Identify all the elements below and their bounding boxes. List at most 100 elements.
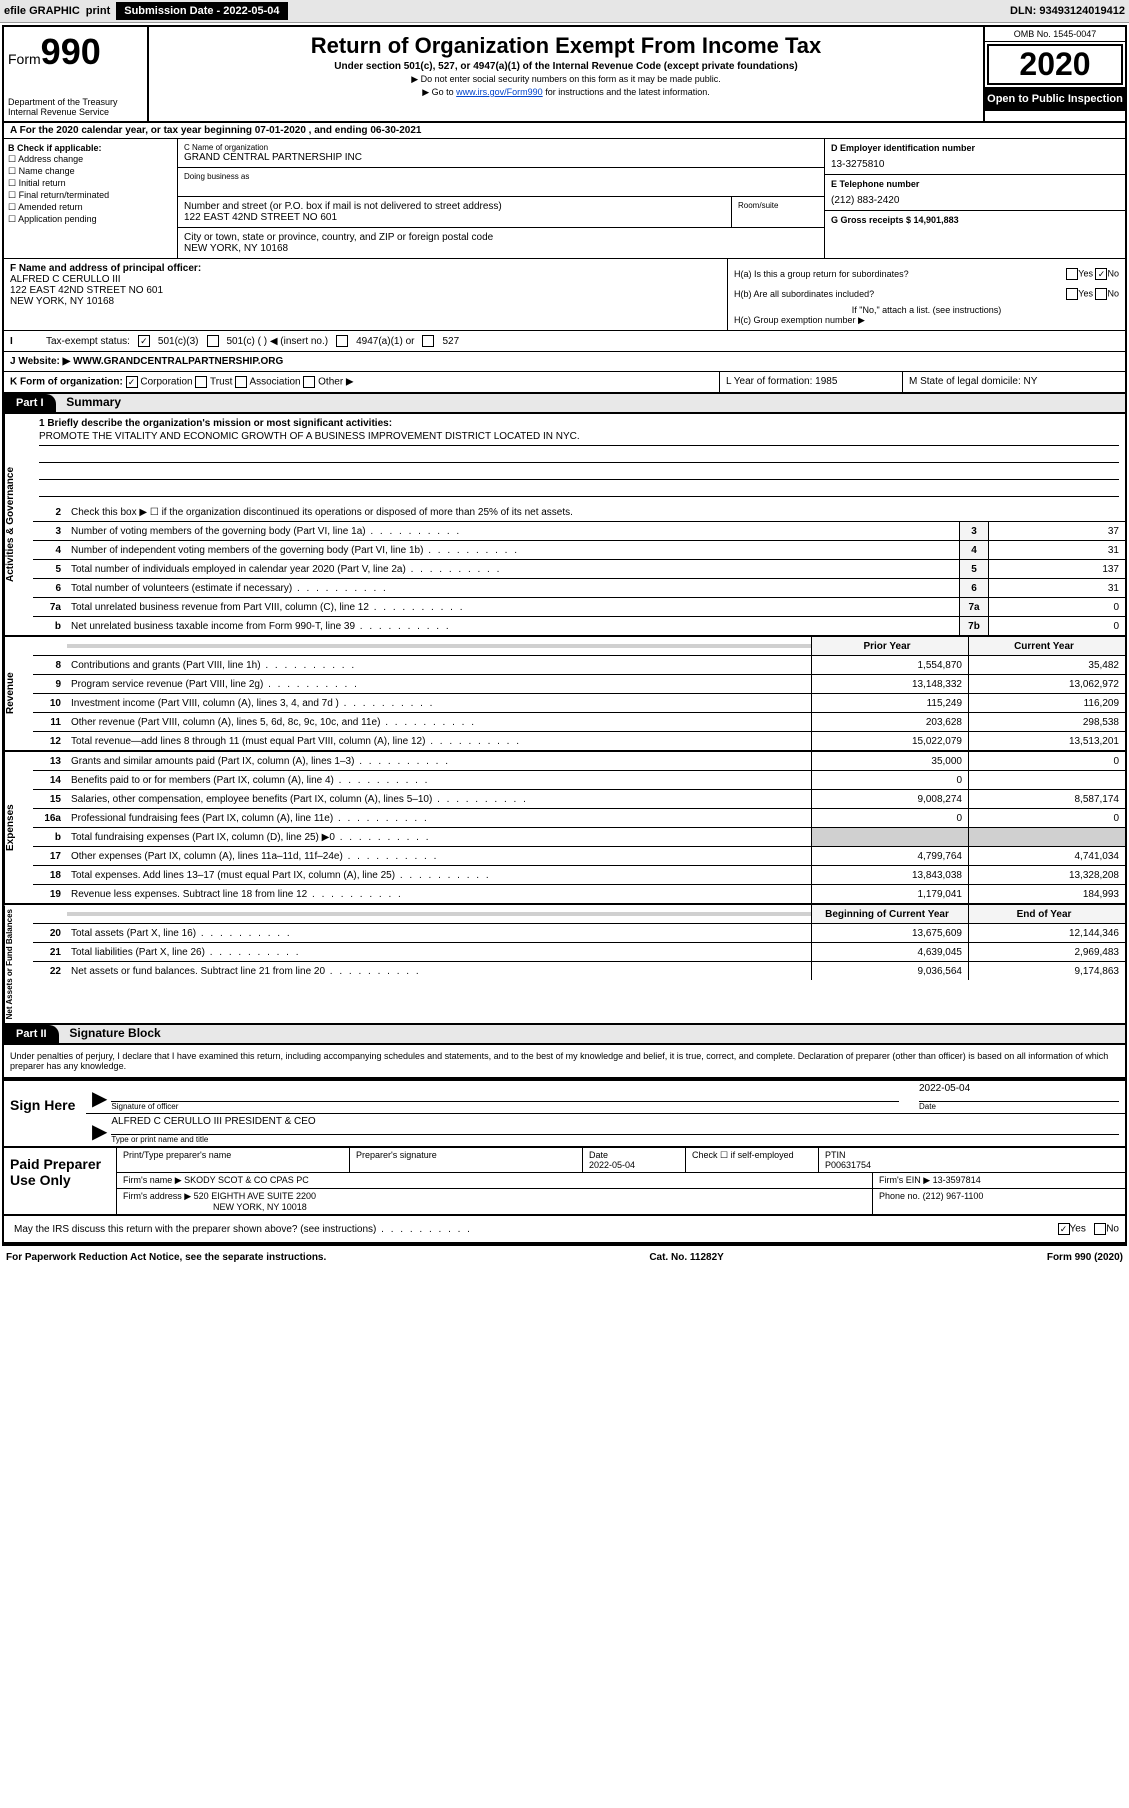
prior-20: 13,675,609 — [811, 924, 968, 942]
prep-date: 2022-05-04 — [589, 1160, 635, 1170]
phone: (212) 883-2420 — [831, 195, 1119, 206]
prior-18: 13,843,038 — [811, 866, 968, 884]
curr-15: 8,587,174 — [968, 790, 1125, 808]
gov-val-5: 137 — [988, 560, 1125, 578]
prior-11: 203,628 — [811, 713, 968, 731]
section-h: H(a) Is this a group return for subordin… — [728, 259, 1125, 330]
chk-corp[interactable]: ✓ — [126, 376, 138, 388]
line-8: Contributions and grants (Part VIII, lin… — [67, 658, 811, 673]
section-f: F Name and address of principal officer:… — [4, 259, 728, 330]
chk-assoc[interactable] — [235, 376, 247, 388]
prep-name-header: Print/Type preparer's name — [117, 1148, 350, 1172]
hb-note: If "No," attach a list. (see instruction… — [734, 305, 1119, 315]
officer-addr2: NEW YORK, NY 10168 — [10, 296, 721, 307]
year-formation: L Year of formation: 1985 — [720, 372, 903, 392]
chk-527[interactable] — [422, 335, 434, 347]
firm-name: SKODY SCOT & CO CPAS PC — [184, 1175, 309, 1185]
cb-name-change[interactable]: ☐ Name change — [8, 166, 173, 177]
ha-no[interactable]: ✓ — [1095, 268, 1107, 280]
line-14: Benefits paid to or for members (Part IX… — [67, 773, 811, 788]
section-d-e-g: D Employer identification number 13-3275… — [824, 139, 1125, 258]
year-box: OMB No. 1545-0047 2020 Open to Public In… — [983, 27, 1125, 121]
irs-link[interactable]: www.irs.gov/Form990 — [456, 87, 543, 97]
ptin: P00631754 — [825, 1160, 871, 1170]
chk-trust[interactable] — [195, 376, 207, 388]
vlabel-revenue: Revenue — [4, 637, 33, 750]
prior- b — [811, 828, 968, 846]
line-19: Revenue less expenses. Subtract line 18 … — [67, 887, 811, 902]
self-employed-check[interactable]: Check ☐ if self-employed — [686, 1148, 819, 1172]
city-state-zip: NEW YORK, NY 10168 — [184, 243, 818, 254]
row-k: K Form of organization: ✓ Corporation Tr… — [4, 372, 1125, 394]
line-2: Check this box ▶ ☐ if the organization d… — [67, 505, 1125, 520]
cb-amended[interactable]: ☐ Amended return — [8, 202, 173, 213]
toolbar: efile GRAPHIC print Submission Date - 20… — [0, 0, 1129, 23]
cb-address-change[interactable]: ☐ Address change — [8, 154, 173, 165]
line-13: Grants and similar amounts paid (Part IX… — [67, 754, 811, 769]
date-label: Date — [919, 1102, 1119, 1111]
prior-21: 4,639,045 — [811, 943, 968, 961]
line- b: Total fundraising expenses (Part IX, col… — [67, 830, 811, 845]
chk-other[interactable] — [303, 376, 315, 388]
chk-501c[interactable] — [207, 335, 219, 347]
line-18: Total expenses. Add lines 13–17 (must eq… — [67, 868, 811, 883]
print-link[interactable]: print — [86, 5, 110, 17]
curr-16a: 0 — [968, 809, 1125, 827]
addr-label: Number and street (or P.O. box if mail i… — [184, 201, 725, 212]
gov-line-7a: Total unrelated business revenue from Pa… — [67, 600, 959, 615]
declaration-text: Under penalties of perjury, I declare th… — [4, 1045, 1125, 1079]
hb-yes[interactable] — [1066, 288, 1078, 300]
curr-11: 298,538 — [968, 713, 1125, 731]
discuss-question: May the IRS discuss this return with the… — [10, 1222, 979, 1237]
discuss-yes[interactable]: ✓ — [1058, 1223, 1070, 1235]
hb-no[interactable] — [1095, 288, 1107, 300]
part-2-label: Part II — [4, 1025, 59, 1043]
ha-yes[interactable] — [1066, 268, 1078, 280]
sign-date: 2022-05-04 — [919, 1083, 1119, 1102]
curr-20: 12,144,346 — [968, 924, 1125, 942]
footer-cat: Cat. No. 11282Y — [649, 1252, 723, 1263]
gov-val-4: 31 — [988, 541, 1125, 559]
efile-link[interactable]: efile GRAPHIC — [4, 5, 80, 17]
hc-label: H(c) Group exemption number ▶ — [734, 315, 1119, 326]
cb-application-pending[interactable]: ☐ Application pending — [8, 214, 173, 225]
ein: 13-3275810 — [831, 159, 1119, 170]
note-ssn: Do not enter social security numbers on … — [153, 74, 979, 85]
gov-line-6: Total number of volunteers (estimate if … — [67, 581, 959, 596]
room-suite-label: Room/suite — [732, 197, 824, 227]
gov-val-6: 31 — [988, 579, 1125, 597]
cb-final-return[interactable]: ☐ Final return/terminated — [8, 190, 173, 201]
prep-sig-header: Preparer's signature — [350, 1148, 583, 1172]
col-end-year: End of Year — [968, 905, 1125, 923]
prior-13: 35,000 — [811, 752, 968, 770]
curr-12: 13,513,201 — [968, 732, 1125, 750]
prior-15: 9,008,274 — [811, 790, 968, 808]
line-20: Total assets (Part X, line 16) — [67, 926, 811, 941]
sign-here-block: Sign Here ▶ Signature of officer 2022-05… — [4, 1079, 1125, 1148]
cb-initial-return[interactable]: ☐ Initial return — [8, 178, 173, 189]
governance-body: 1 Briefly describe the organization's mi… — [33, 414, 1125, 635]
vlabel-net-assets: Net Assets or Fund Balances — [4, 905, 33, 1023]
prior-14: 0 — [811, 771, 968, 789]
dept-treasury: Department of the Treasury Internal Reve… — [8, 97, 143, 117]
line-9: Program service revenue (Part VIII, line… — [67, 677, 811, 692]
officer-name: ALFRED C CERULLO III — [10, 274, 721, 285]
firm-addr1: 520 EIGHTH AVE SUITE 2200 — [194, 1191, 316, 1201]
part-2-title: Signature Block — [61, 1023, 168, 1043]
arrow-icon: ▶ — [92, 1086, 107, 1111]
curr-19: 184,993 — [968, 885, 1125, 903]
chk-501c3[interactable]: ✓ — [138, 335, 150, 347]
chk-4947[interactable] — [336, 335, 348, 347]
form-title: Return of Organization Exempt From Incom… — [153, 33, 979, 59]
line-1-label: 1 Briefly describe the organization's mi… — [39, 418, 1119, 429]
prior-10: 115,249 — [811, 694, 968, 712]
curr-14 — [968, 771, 1125, 789]
discuss-no[interactable] — [1094, 1223, 1106, 1235]
firm-addr2: NEW YORK, NY 10018 — [213, 1202, 307, 1212]
d-ein-label: D Employer identification number — [831, 143, 1119, 153]
omb-number: OMB No. 1545-0047 — [985, 27, 1125, 42]
tax-status-row: I Tax-exempt status: ✓501(c)(3) 501(c) (… — [4, 331, 1125, 351]
open-inspection: Open to Public Inspection — [985, 87, 1125, 111]
line-21: Total liabilities (Part X, line 26) — [67, 945, 811, 960]
prior-16a: 0 — [811, 809, 968, 827]
